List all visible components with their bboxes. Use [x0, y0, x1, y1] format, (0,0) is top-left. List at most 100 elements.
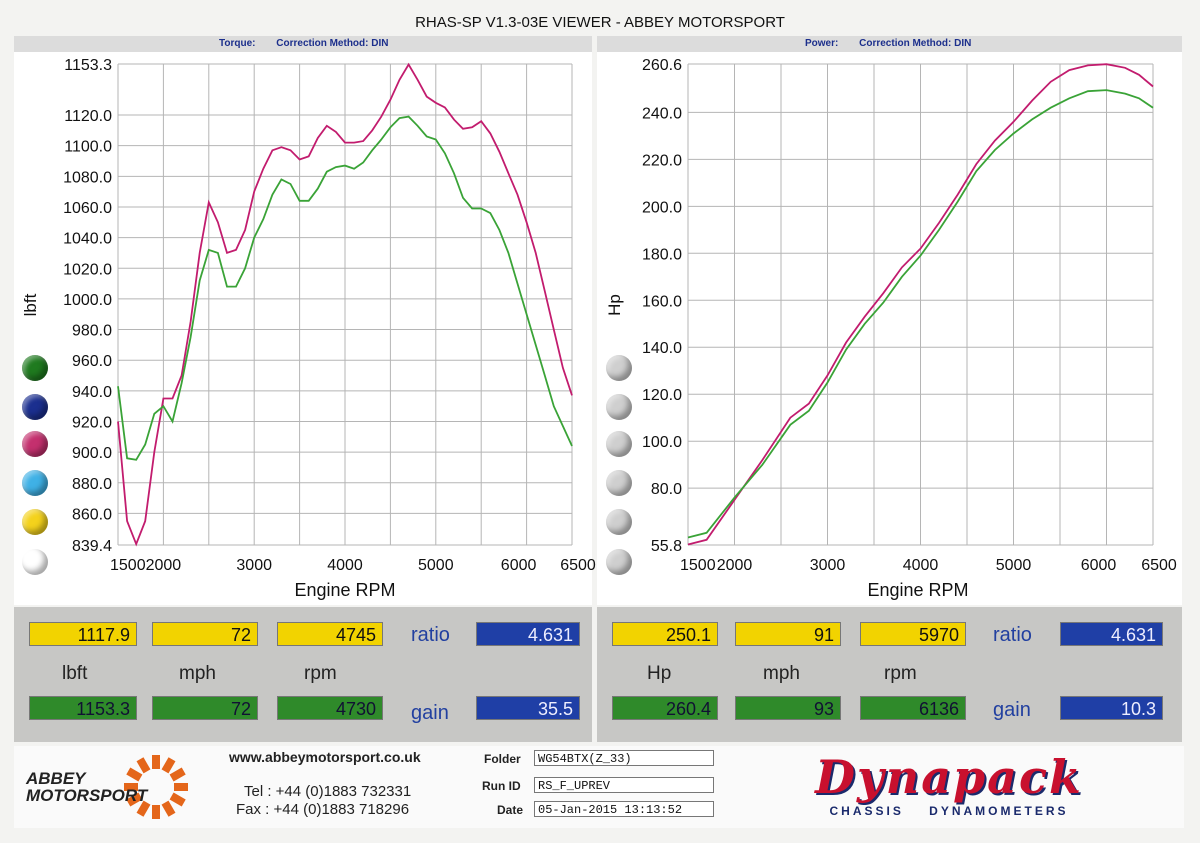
power-ytick-label: 220.0 [642, 152, 682, 169]
torque-xtick-label: 2000 [146, 557, 182, 574]
power-xtick-label: 4000 [903, 557, 939, 574]
power-ytick-label: 55.8 [651, 538, 682, 555]
folder-field[interactable]: WG54BTX(Z_33) [534, 750, 714, 766]
unit-rpm-power: rpm [884, 663, 917, 684]
power-ytick-label: 180.0 [642, 246, 682, 263]
run-color-magenta[interactable] [22, 470, 48, 496]
power-xtick-label: 2000 [717, 557, 753, 574]
torque-ytick-label: 920.0 [72, 414, 112, 431]
gain-label: gain [411, 702, 449, 724]
torque-series-line-2 [117, 115, 573, 461]
ratio-value-box-power: 4.631 [1060, 622, 1163, 646]
peak-mph-box: 72 [152, 696, 258, 720]
run-slot-2[interactable] [606, 394, 632, 420]
power-ytick-label: 260.6 [642, 57, 682, 74]
power-plot: 260.6 240.0 220.0 200.0 180.0 160.0 140.0 120.0… [605, 57, 1177, 600]
unit-hp: Hp [647, 663, 672, 684]
torque-ytick-label: 1040.0 [63, 231, 112, 248]
gain-label-power: gain [993, 699, 1031, 721]
torque-xtick-label: 5000 [418, 557, 454, 574]
dynapack-subtitle: CHASSIS DYNAMOMETERS [829, 804, 1069, 818]
power-header: Power: Correction Method: DIN [597, 36, 1182, 52]
power-ytick-label: 140.0 [642, 340, 682, 357]
runid-field[interactable]: RS_F_UPREV [534, 777, 714, 793]
torque-xtick-label: 6500 [560, 557, 596, 574]
run-color-green[interactable] [22, 394, 48, 420]
rpm-value-box: 4745 [277, 622, 383, 646]
run-color-blue[interactable] [22, 431, 48, 457]
peak-rpm-box-power: 6136 [860, 696, 966, 720]
ratio-label: ratio [411, 624, 450, 646]
runid-label: Run ID [482, 779, 521, 793]
run-slot-5[interactable] [606, 509, 632, 535]
website-link[interactable]: www.abbeymotorsport.co.uk [229, 749, 421, 765]
torque-ytick-label: 980.0 [72, 323, 112, 340]
ratio-value-box: 4.631 [476, 622, 580, 646]
torque-xtick-label: 4000 [327, 557, 363, 574]
power-ytick-label: 160.0 [642, 293, 682, 310]
power-ytick-label: 100.0 [642, 434, 682, 451]
power-series-line-1 [687, 63, 1154, 546]
power-xtick-label: 6000 [1081, 557, 1117, 574]
power-correction-method: Correction Method: DIN [859, 38, 972, 49]
torque-ytick-label: 900.0 [72, 445, 112, 462]
power-ytick-label: 80.0 [651, 481, 682, 498]
run-color-cyan[interactable] [22, 509, 48, 535]
torque-ytick-label: 940.0 [72, 384, 112, 401]
unit-rpm: rpm [304, 663, 337, 684]
run-color-red[interactable] [22, 355, 48, 381]
power-ytick-label: 240.0 [642, 105, 682, 122]
power-xaxis-label: Engine RPM [867, 580, 968, 600]
torque-ytick-label: 1100.0 [64, 139, 112, 156]
torque-ytick-label: 1153.3 [64, 57, 112, 74]
run-slot-1[interactable] [606, 355, 632, 381]
run-color-yellow[interactable] [22, 549, 48, 575]
peak-torque-box: 1153.3 [29, 696, 137, 720]
torque-ytick-label: 1060.0 [63, 200, 112, 217]
abbey-logo-text: ABBEY MOTORSPORT [26, 769, 148, 805]
torque-xaxis-label: Engine RPM [294, 580, 395, 600]
dynapack-brand: Dynapack [815, 750, 1083, 804]
power-xtick-label: 3000 [810, 557, 846, 574]
sunburst-icon [124, 755, 188, 819]
fax: Fax : +44 (0)1883 718296 [236, 801, 410, 818]
torque-ytick-label: 1080.0 [63, 169, 112, 186]
window-title: RHAS-SP V1.3-03E VIEWER - ABBEY MOTORSPO… [415, 14, 785, 31]
run-slot-3[interactable] [606, 431, 632, 457]
mph-value-box-power: 91 [735, 622, 841, 646]
abbey-logo: ABBEY MOTORSPORT [18, 754, 198, 820]
date-field[interactable]: 05-Jan-2015 13:13:52 [534, 801, 714, 817]
unit-mph-power: mph [763, 663, 800, 684]
torque-ytick-label: 960.0 [72, 353, 112, 370]
mph-value-box: 72 [152, 622, 258, 646]
unit-lbft: lbft [62, 663, 88, 684]
torque-ytick-label: 1000.0 [63, 292, 112, 309]
torque-series-line-1 [117, 62, 573, 547]
torque-ytick-label: 860.0 [72, 506, 112, 523]
torque-readout-panel: 1117.9 72 4745 ratio 4.631 lbft mph rpm … [14, 607, 592, 742]
power-yaxis-label: Hp [605, 294, 624, 316]
unit-mph: mph [179, 663, 216, 684]
date-label: Date [497, 803, 524, 817]
torque-plot: 1153.3 1120.0 1100.0 1080.0 1060.0 1040.0 1020… [21, 57, 596, 600]
ratio-label-power: ratio [993, 624, 1032, 646]
torque-ytick-label: 880.0 [72, 476, 112, 493]
power-ytick-label: 120.0 [642, 387, 682, 404]
dynapack-logo: Dynapack CHASSIS DYNAMOMETERS [754, 752, 1144, 822]
gain-value-box-power: 10.3 [1060, 696, 1163, 720]
folder-label: Folder [484, 752, 521, 766]
power-ytick-label: 200.0 [642, 199, 682, 216]
torque-value-box: 1117.9 [29, 622, 137, 646]
torque-header: Torque: Correction Method: DIN [14, 36, 592, 52]
gain-value-box: 35.5 [476, 696, 580, 720]
power-header-label: Power: [805, 38, 839, 49]
power-xtick-label: 6500 [1141, 557, 1177, 574]
run-slot-6[interactable] [606, 549, 632, 575]
power-value-box: 250.1 [612, 622, 718, 646]
power-readout-panel: 250.1 91 5970 ratio 4.631 Hp mph rpm 260… [597, 607, 1182, 742]
torque-header-label: Torque: [219, 38, 256, 49]
power-series-line-2 [687, 89, 1154, 539]
torque-correction-method: Correction Method: DIN [276, 38, 389, 49]
run-slot-4[interactable] [606, 470, 632, 496]
